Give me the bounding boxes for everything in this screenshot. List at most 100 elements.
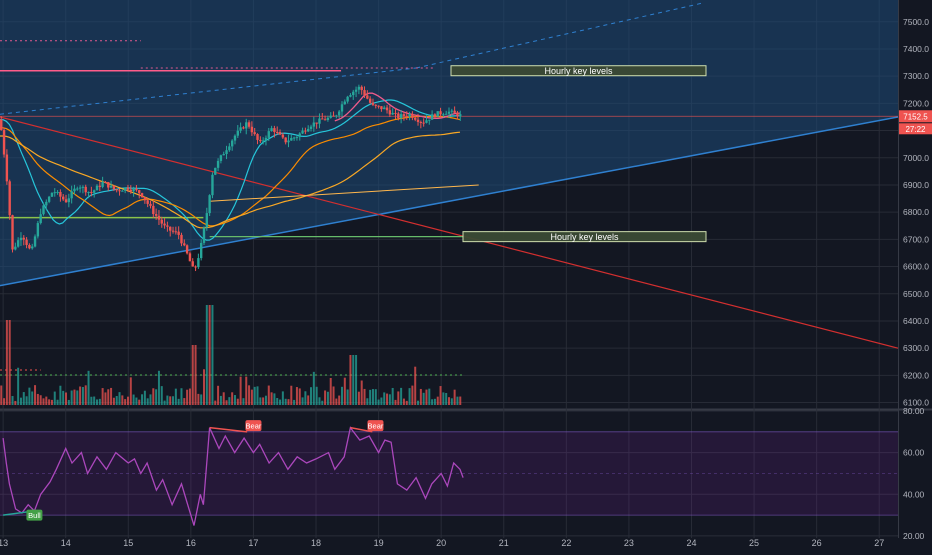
key-level-box[interactable] xyxy=(450,65,707,77)
volume-bar xyxy=(259,397,262,405)
candle-body xyxy=(447,111,451,114)
candle-body xyxy=(456,112,459,117)
candle-body xyxy=(278,132,282,135)
volume-bar xyxy=(245,376,248,405)
volume-bar xyxy=(290,385,293,405)
candle-body xyxy=(67,198,71,203)
volume-bar xyxy=(405,400,408,405)
candle-body xyxy=(247,122,251,127)
candle-body xyxy=(399,114,403,119)
price-tick-label: 7200.0 xyxy=(903,98,929,108)
candle-body xyxy=(428,119,431,121)
candle-body xyxy=(202,227,206,243)
volume-bar xyxy=(124,399,127,405)
candle-body xyxy=(14,246,17,250)
volume-bar xyxy=(242,398,245,405)
candle-body xyxy=(19,237,23,241)
candle-body xyxy=(332,115,335,117)
volume-bar xyxy=(301,397,304,405)
key-level-box[interactable] xyxy=(462,231,707,243)
candle-body xyxy=(422,122,425,124)
candle-body xyxy=(59,191,62,197)
candle-body xyxy=(340,104,344,112)
candle-body xyxy=(107,182,110,188)
candle-body xyxy=(169,226,172,231)
candle-body xyxy=(101,181,104,187)
candle-body xyxy=(414,117,417,120)
candle-body xyxy=(250,126,254,133)
volume-bar xyxy=(138,399,141,405)
volume-bar xyxy=(112,397,115,405)
candle-body xyxy=(126,187,130,190)
volume-bar xyxy=(383,392,386,405)
descending-red-trendline[interactable] xyxy=(0,116,899,349)
volume-bar xyxy=(14,400,17,405)
candle-body xyxy=(354,89,358,92)
candle-body xyxy=(442,114,445,116)
candle-body xyxy=(84,186,87,193)
volume-bar xyxy=(231,392,234,405)
candle-body xyxy=(180,234,183,244)
time-tick-label: 20 xyxy=(436,538,446,548)
volume-bar xyxy=(62,390,65,405)
candle-body xyxy=(371,102,375,105)
volume-bar xyxy=(340,386,343,405)
bull-signal-badge xyxy=(26,509,43,521)
dashed-channel-line-extension[interactable] xyxy=(416,2,705,69)
volume-bar xyxy=(81,387,84,405)
candle-body xyxy=(132,188,135,192)
volume-bar xyxy=(357,391,360,405)
volume-bar xyxy=(169,396,172,405)
candle-body xyxy=(90,191,93,193)
candle-body xyxy=(419,121,423,123)
candle-body xyxy=(183,243,186,246)
volume-bar xyxy=(329,377,332,405)
price-tick-label: 7300.0 xyxy=(903,71,929,81)
volume-bar xyxy=(431,399,434,405)
candle-body xyxy=(129,189,132,192)
signal-label: Bear xyxy=(246,422,262,431)
candle-body xyxy=(208,195,211,214)
candle-body xyxy=(222,154,225,156)
candle-body xyxy=(50,192,54,197)
candle-body xyxy=(366,95,369,99)
volume-bar xyxy=(349,355,352,405)
candle-body xyxy=(430,114,434,120)
time-tick-label: 13 xyxy=(0,538,8,548)
volume-bar xyxy=(115,396,118,405)
bear-signal-badge xyxy=(245,420,262,432)
volume-bar xyxy=(391,387,394,405)
candle-body xyxy=(397,113,400,119)
candle-body xyxy=(267,131,270,138)
candle-body xyxy=(16,240,20,247)
volume-bar xyxy=(200,394,203,405)
volume-bar xyxy=(371,389,374,405)
volume-bar xyxy=(191,345,194,405)
time-tick-label: 21 xyxy=(499,538,509,548)
candle-body xyxy=(8,181,11,216)
price-tick-label: 7000.0 xyxy=(903,153,929,163)
candle-body xyxy=(143,197,147,201)
bearish-divergence-line xyxy=(350,426,373,433)
volume-bar xyxy=(355,355,358,405)
price-tick-label: 7400.0 xyxy=(903,44,929,54)
time-tick-label: 18 xyxy=(311,538,321,548)
volume-bar xyxy=(186,389,189,405)
dashed-channel-line[interactable] xyxy=(0,67,417,115)
volume-bar xyxy=(315,386,318,405)
candle-body xyxy=(315,122,318,124)
volume-bar xyxy=(408,388,411,405)
candle-body xyxy=(239,127,242,131)
ascending-support-trendline[interactable] xyxy=(0,116,899,287)
candle-body xyxy=(270,128,273,132)
candle-body xyxy=(138,190,141,194)
volume-bar xyxy=(298,388,301,405)
key-level-label: Hourly key levels xyxy=(544,66,613,76)
candle-body xyxy=(53,192,56,194)
volume-bar xyxy=(419,388,422,405)
volume-bar xyxy=(262,397,265,405)
time-tick-label: 17 xyxy=(248,538,258,548)
candle-body xyxy=(444,113,448,115)
